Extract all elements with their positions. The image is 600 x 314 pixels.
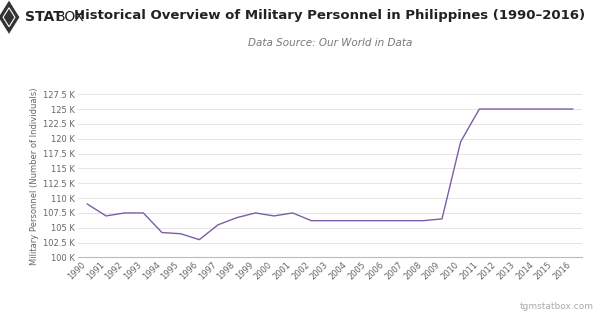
Y-axis label: Military Personnel (Number of Individuals): Military Personnel (Number of Individual… — [30, 87, 39, 265]
Text: BOX: BOX — [56, 10, 85, 24]
Text: tgmstatbox.com: tgmstatbox.com — [520, 302, 594, 311]
Text: STAT: STAT — [25, 10, 62, 24]
Text: Data Source: Our World in Data: Data Source: Our World in Data — [248, 38, 412, 48]
Text: Historical Overview of Military Personnel in Philippines (1990–2016): Historical Overview of Military Personne… — [74, 9, 586, 22]
